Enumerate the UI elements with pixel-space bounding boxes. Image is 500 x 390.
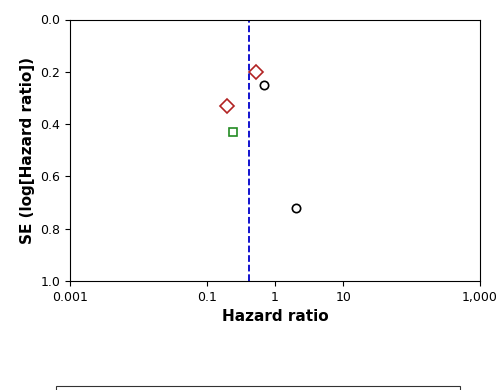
TKI vs placebo bbox=[292, 205, 298, 210]
Line: TKI vs chemo: TKI vs chemo bbox=[222, 67, 260, 111]
Legend: TKI vs placebo, TKI vs chemo, TKI+chemo vs chemo: TKI vs placebo, TKI vs chemo, TKI+chemo … bbox=[56, 386, 460, 390]
TKI vs placebo bbox=[260, 83, 266, 87]
Y-axis label: SE (log[Hazard ratio]): SE (log[Hazard ratio]) bbox=[20, 57, 34, 244]
X-axis label: Hazard ratio: Hazard ratio bbox=[222, 309, 328, 324]
Line: TKI vs placebo: TKI vs placebo bbox=[260, 81, 300, 212]
TKI vs chemo bbox=[224, 103, 230, 108]
TKI vs chemo bbox=[252, 69, 258, 74]
